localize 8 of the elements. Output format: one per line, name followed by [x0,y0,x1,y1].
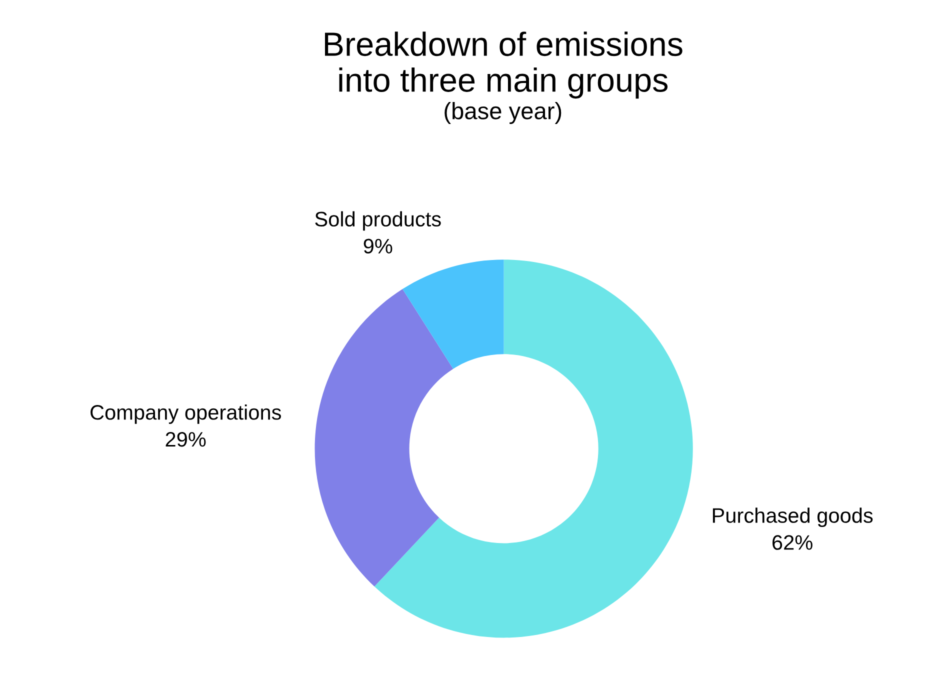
slice-label: Purchased goods [712,508,873,528]
chart-subtitle: (base year) [444,102,562,124]
data-label: 62% [772,535,812,550]
slice-label: Company operations [90,404,281,424]
data-label: 9% [364,238,392,254]
data-label: 29% [166,432,206,447]
slice-label: Sold products [315,211,441,231]
chart-title: Breakdown of emissions into three main groups [324,32,682,99]
